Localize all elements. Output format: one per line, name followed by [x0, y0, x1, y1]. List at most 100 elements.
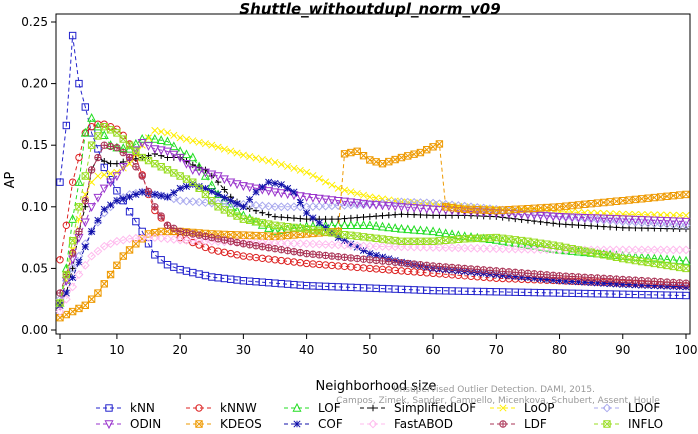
point-loop-48 — [353, 189, 361, 198]
legend-label-knnw: kNNW — [220, 401, 257, 415]
point-kdeos-8 — [100, 280, 108, 288]
point-ldof-58 — [416, 198, 425, 208]
point-cof-83 — [574, 278, 583, 286]
point-fastabod-18 — [163, 234, 172, 244]
point-fastabod-73 — [510, 244, 520, 254]
point-cof-20 — [176, 184, 184, 192]
point-simplifiedlof-94 — [644, 225, 652, 232]
point-cof-77 — [537, 275, 545, 283]
point-inflo-29 — [233, 212, 241, 220]
point-cof-94 — [644, 281, 652, 289]
point-odin-98 — [668, 217, 678, 227]
point-fastabod-61 — [434, 243, 444, 252]
point-fastabod-77 — [536, 245, 545, 254]
legend-marker-knn — [105, 404, 113, 412]
point-lof-64 — [453, 230, 463, 240]
point-ldf-85 — [587, 273, 595, 282]
point-fastabod-13 — [131, 233, 141, 243]
point-odin-50 — [365, 200, 375, 210]
point-cof-27 — [220, 194, 228, 202]
point-odin-14 — [137, 139, 147, 148]
point-ldf-68 — [479, 266, 488, 274]
point-ldof-25 — [207, 198, 217, 208]
point-ldf-49 — [359, 255, 368, 263]
point-knn-2 — [62, 121, 71, 130]
point-fastabod-81 — [561, 245, 571, 255]
point-simplifiedlof-9 — [107, 160, 114, 167]
point-ldf-66 — [467, 265, 475, 273]
point-kdeos-91 — [625, 196, 633, 204]
point-simplifiedlof-80 — [556, 220, 563, 228]
point-knn-13 — [132, 217, 140, 226]
point-odin-19 — [169, 150, 179, 160]
point-loop-30 — [239, 151, 247, 159]
point-fastabod-43 — [321, 240, 330, 249]
point-ldf-32 — [252, 242, 260, 250]
point-ldof-95 — [649, 219, 659, 228]
point-simplifiedlof-33 — [259, 209, 266, 216]
chart-title: Shuttle_withoutdupl_norm_v09 — [239, 0, 500, 18]
point-odin-74 — [517, 210, 527, 220]
point-kdeos-47 — [347, 148, 355, 157]
point-cof-34 — [265, 178, 273, 186]
point-cof-52 — [378, 253, 387, 261]
point-knn-100 — [682, 291, 690, 300]
point-fastabod-68 — [479, 244, 489, 253]
point-ldf-17 — [157, 212, 165, 220]
point-ldf-87 — [600, 274, 608, 283]
point-ldof-90 — [618, 217, 628, 226]
point-fastabod-53 — [384, 242, 394, 252]
point-cof-74 — [518, 273, 526, 281]
point-kdeos-80 — [555, 203, 564, 211]
point-ldof-22 — [188, 197, 198, 207]
x-tick-label-60: 60 — [425, 343, 440, 357]
point-simplifiedlof-11 — [120, 158, 127, 166]
point-kdeos-82 — [568, 201, 576, 210]
point-cof-87 — [600, 279, 608, 287]
point-ldf-90 — [619, 275, 627, 284]
point-ldf-25 — [208, 233, 216, 242]
point-simplifiedlof-13 — [132, 155, 140, 162]
point-kdeos-31 — [245, 231, 254, 240]
point-ldf-92 — [631, 276, 640, 284]
point-lof-35 — [270, 226, 280, 236]
point-loop-29 — [233, 149, 241, 157]
point-loop-15 — [144, 134, 153, 142]
legend-label-odin: ODIN — [130, 417, 161, 431]
point-kdeos-89 — [612, 197, 621, 205]
legend-marker-inflo — [603, 420, 611, 428]
point-ldf-14 — [138, 172, 146, 180]
point-lof-58 — [415, 225, 425, 235]
series-kdeos — [56, 140, 690, 322]
point-cof-72 — [505, 272, 513, 280]
watermark-line-2: Campos, Zimek, Sander, Campello, Micenko… — [336, 396, 660, 406]
point-odin-82 — [567, 213, 577, 223]
point-loop-9 — [107, 169, 115, 178]
point-cof-47 — [347, 240, 355, 248]
point-lof-56 — [403, 224, 413, 234]
point-cof-84 — [581, 278, 589, 286]
point-cof-89 — [612, 280, 620, 288]
point-cof-41 — [309, 214, 317, 222]
point-fastabod-51 — [371, 241, 381, 251]
point-odin-27 — [219, 175, 229, 185]
legend-label-ldf: LDF — [524, 417, 547, 431]
point-loop-36 — [277, 160, 285, 168]
point-kdeos-58 — [416, 148, 425, 157]
point-knn-15 — [144, 240, 153, 248]
point-ldof-66 — [466, 202, 476, 212]
point-loop-12 — [126, 160, 134, 168]
point-odin-72 — [504, 209, 514, 219]
point-lof-54 — [390, 223, 400, 232]
point-lof-88 — [605, 249, 615, 259]
point-fastabod-57 — [409, 242, 419, 252]
point-odin-94 — [643, 216, 653, 226]
point-cof-16 — [151, 190, 159, 199]
point-fastabod-9 — [106, 239, 115, 249]
legend-item-ldof: LDOF — [594, 401, 660, 415]
point-odin-10 — [112, 172, 122, 182]
point-simplifiedlof-34 — [265, 211, 272, 218]
point-ldf-16 — [151, 203, 159, 211]
point-fastabod-50 — [365, 241, 375, 251]
